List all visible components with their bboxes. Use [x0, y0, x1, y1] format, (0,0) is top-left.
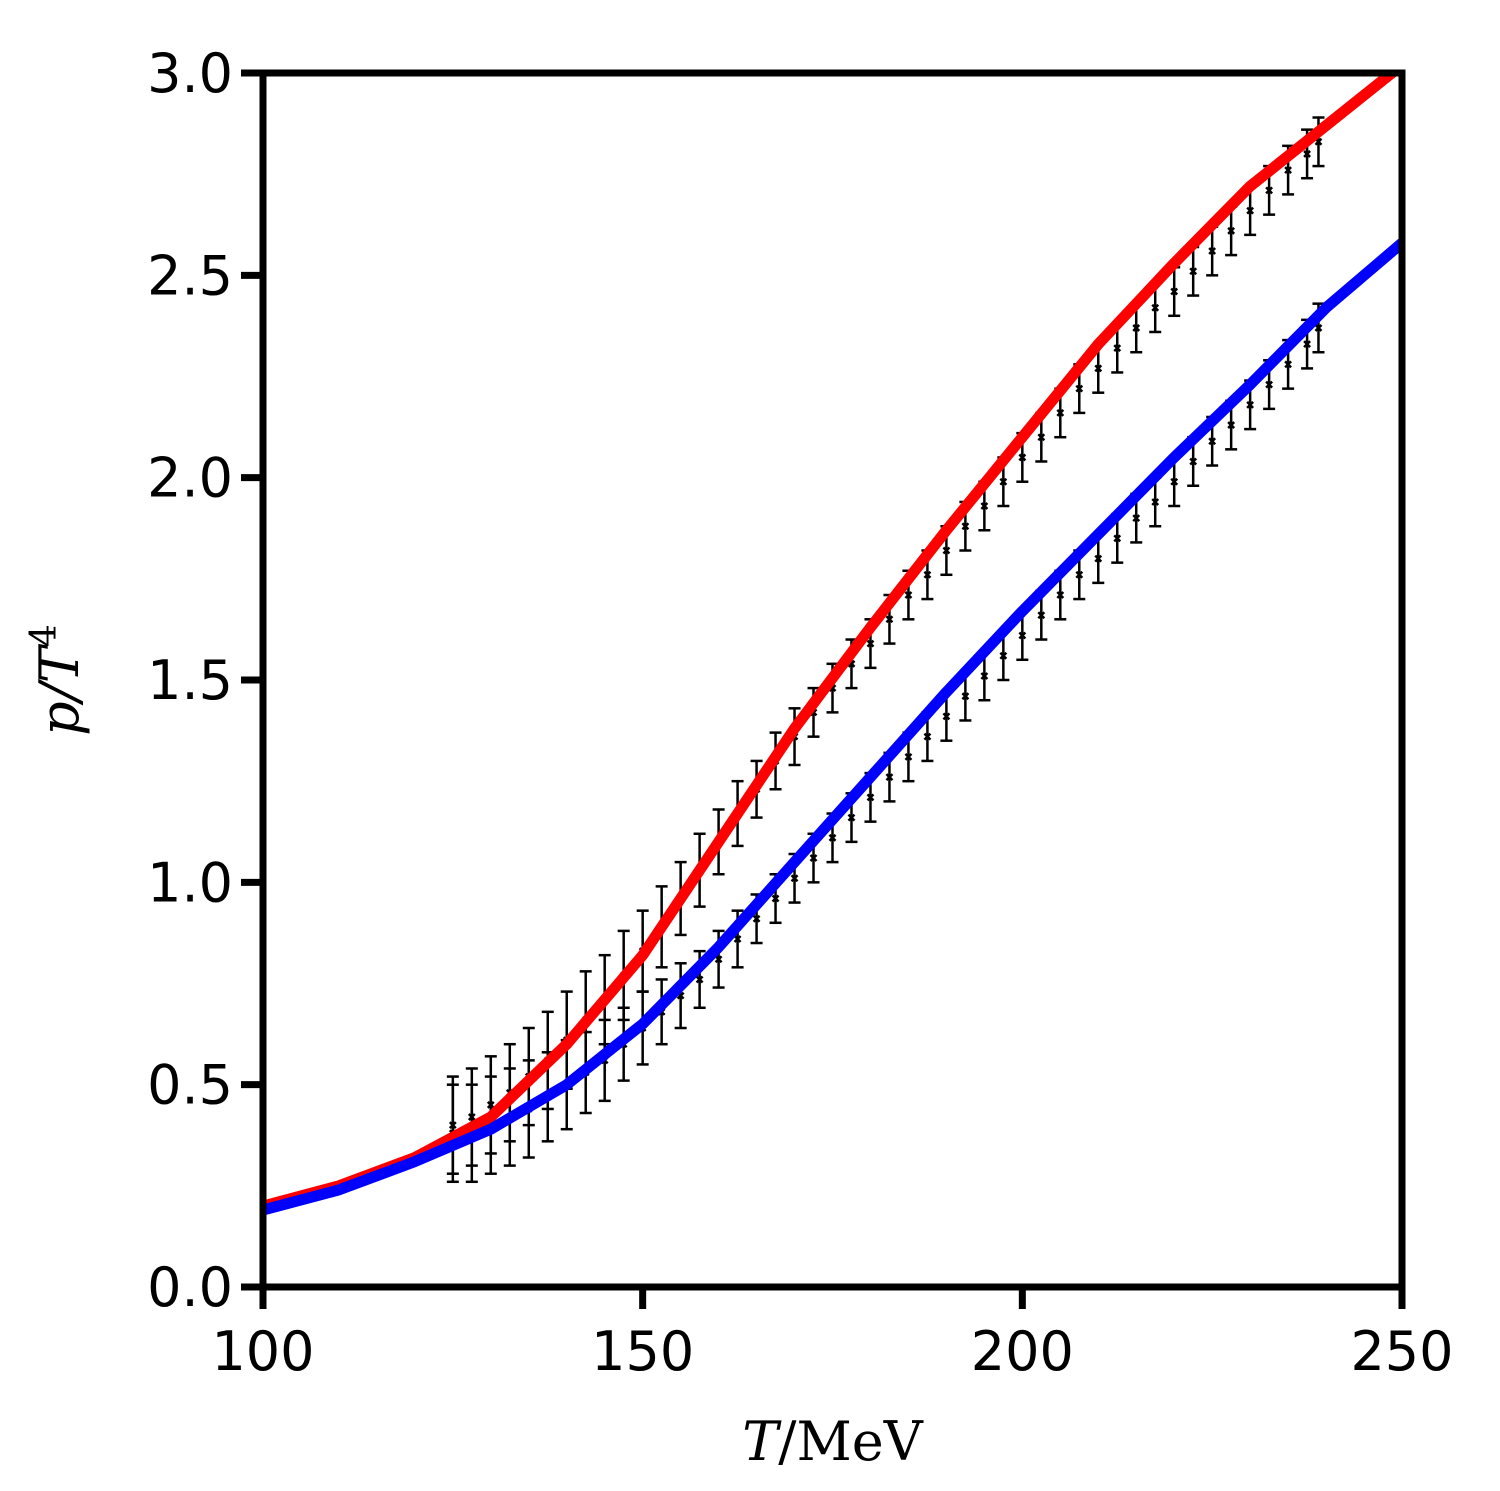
x-tick-label: 150: [591, 1320, 694, 1383]
x-axis-label-var: T: [742, 1410, 782, 1473]
y-tick-label: 0.0: [147, 1256, 233, 1319]
y-axis-label: p/T4: [24, 624, 91, 736]
y-axis-label-var: p/T: [28, 643, 91, 736]
y-axis-label-sup: 4: [24, 624, 65, 647]
y-axis: 0.0 0.5 1.0 1.5 2.0 2.5 3.0: [147, 42, 263, 1319]
y-tick-label: 1.0: [147, 851, 233, 914]
x-axis-label-unit: /MeV: [778, 1410, 923, 1473]
x-axis: 100 150 200 250: [211, 1287, 1454, 1383]
x-tick-label: 250: [1350, 1320, 1453, 1383]
errorbar-point: [1225, 205, 1238, 257]
y-tick-label: 0.5: [147, 1054, 233, 1117]
y-tick-label: 1.5: [147, 649, 233, 712]
y-tick-label: 2.5: [147, 244, 233, 307]
series-line-1: [263, 73, 1401, 1212]
x-tick-label: 200: [971, 1320, 1074, 1383]
errorbar-point: [674, 962, 687, 1030]
x-axis-label: T/MeV: [742, 1410, 923, 1473]
y-tick-label: 3.0: [147, 42, 233, 105]
series-line-2: [263, 238, 1402, 1216]
y-tick-label: 2.0: [147, 447, 233, 510]
x-tick-label: 100: [211, 1320, 314, 1383]
errorbar-point: [712, 929, 725, 989]
series-layer: [263, 73, 1402, 1216]
